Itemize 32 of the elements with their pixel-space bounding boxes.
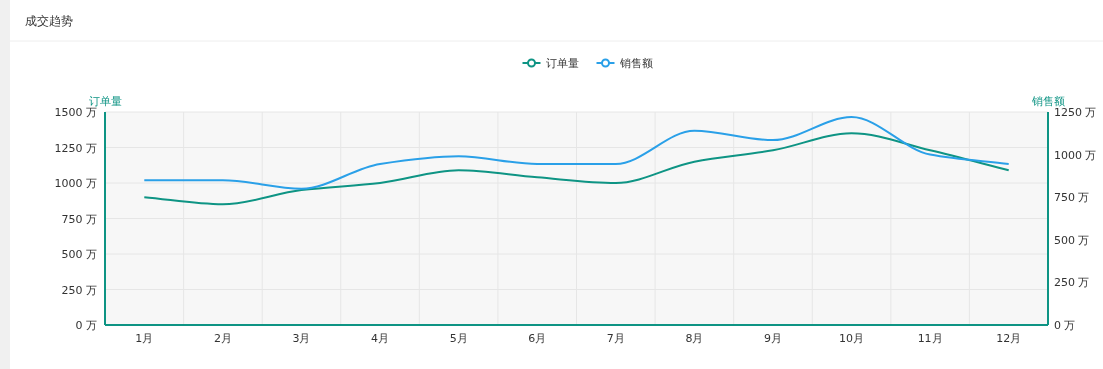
y-tick-label: 500 万 (61, 248, 97, 261)
x-tick-label: 5月 (449, 332, 468, 345)
y2-tick-label: 0 万 (1054, 319, 1076, 332)
y-axis-title: 订单量 (88, 95, 122, 108)
legend-label: 销售额 (618, 57, 653, 70)
x-tick-label: 12月 (996, 332, 1022, 345)
y-tick-label: 250 万 (61, 283, 97, 297)
line-series (143, 132, 1010, 206)
y2-tick-label: 1250 万 (1054, 106, 1097, 119)
y2-tick-label: 1000 万 (1054, 148, 1097, 162)
line-series (143, 116, 1010, 190)
x-tick-label: 4月 (371, 332, 390, 345)
x-tick-label: 8月 (685, 332, 704, 345)
x-tick-label: 6月 (528, 332, 547, 345)
y2-tick-label: 500 万 (1054, 233, 1090, 247)
y-tick-label: 1000 万 (54, 177, 97, 190)
y-tick-label: 1250 万 (54, 141, 97, 155)
x-tick-label: 11月 (917, 332, 943, 345)
y2-tick-label: 250 万 (1054, 276, 1090, 290)
y-tick-label: 0 万 (75, 319, 97, 332)
y2-tick-label: 750 万 (1054, 191, 1090, 205)
x-tick-label: 10月 (839, 332, 865, 345)
x-tick-label: 7月 (606, 332, 625, 345)
x-tick-label: 9月 (763, 332, 782, 345)
x-tick-label: 1月 (135, 332, 154, 345)
y-tick-label: 1500 万 (54, 106, 97, 119)
y2-axis-title: 销售额 (1030, 95, 1065, 108)
x-tick-label: 3月 (292, 332, 311, 345)
chart-title: 成交趋势 (25, 14, 73, 28)
legend-label: 订单量 (545, 57, 579, 70)
x-tick-label: 2月 (213, 332, 232, 345)
y-tick-label: 750 万 (61, 212, 97, 226)
